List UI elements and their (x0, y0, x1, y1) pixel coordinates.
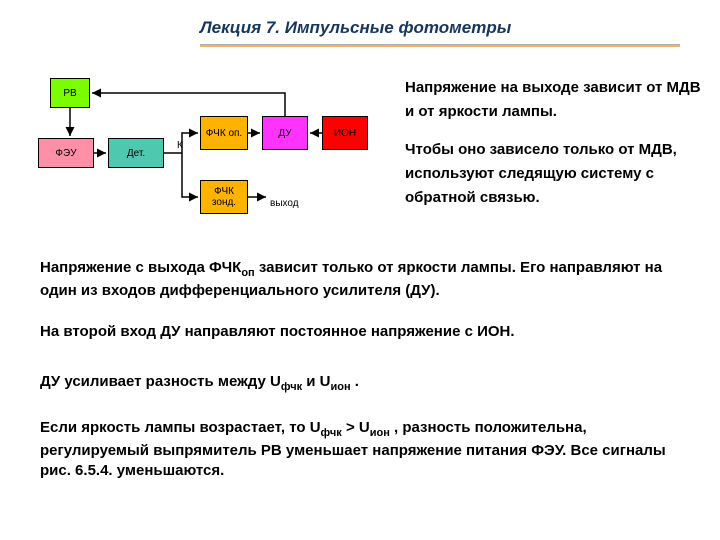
para-2: На второй вход ДУ направляют постоянное … (40, 322, 680, 342)
block-fchk-zond: ФЧК зонд. (200, 180, 248, 214)
p3s2: ион (330, 381, 350, 393)
block-feu: ФЭУ (38, 138, 94, 168)
p4b: > U (342, 419, 370, 436)
para-4: Если яркость лампы возрастает, то Uфчк >… (40, 418, 680, 481)
side-text: Напряжение на выходе зависит от МДВ и от… (405, 76, 705, 210)
side-p2: Чтобы оно зависело только от МДВ, исполь… (405, 138, 705, 210)
title-underline (200, 44, 680, 47)
p4s2: ион (370, 427, 390, 439)
block-rv: РВ (50, 78, 90, 108)
label-k: К (177, 140, 183, 151)
block-fchk-op: ФЧК оп. (200, 116, 248, 150)
block-diagram: РВ ФЭУ Дет. ФЧК оп. ФЧК зонд. ДУ ИОН К в… (30, 70, 390, 240)
block-du: ДУ (262, 116, 308, 150)
label-vyhod: выход (270, 198, 299, 209)
p3a: ДУ усиливает разность между U (40, 373, 281, 390)
p3c: . (351, 373, 359, 390)
side-p1: Напряжение на выходе зависит от МДВ и от… (405, 76, 705, 124)
block-ion: ИОН (322, 116, 368, 150)
p3s1: фчк (281, 381, 302, 393)
p4a: Если яркость лампы возрастает, то U (40, 419, 321, 436)
p4s1: фчк (321, 427, 342, 439)
p1sub: оп (241, 267, 254, 279)
para-1: Напряжение с выхода ФЧКоп зависит только… (40, 258, 680, 301)
para-3: ДУ усиливает разность между Uфчк и Uион … (40, 372, 680, 395)
block-det: Дет. (108, 138, 164, 168)
page-title: Лекция 7. Импульсные фотометры (200, 18, 511, 38)
p1a: Напряжение с выхода ФЧК (40, 259, 241, 276)
p3b: и U (302, 373, 330, 390)
